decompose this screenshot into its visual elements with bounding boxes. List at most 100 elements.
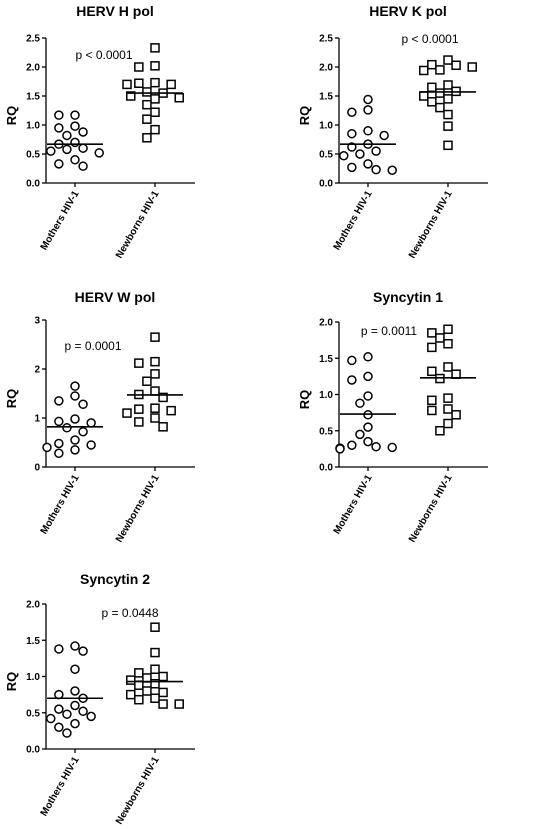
data-point-newborns [150, 369, 160, 379]
data-point-mothers [42, 442, 52, 453]
data-point-newborns [443, 94, 453, 104]
y-tick-label: 2.0 [319, 318, 333, 329]
data-point-mothers [54, 110, 64, 120]
data-point-mothers [70, 686, 80, 696]
category-label: Newborns HIV-1 [114, 755, 162, 827]
data-point-newborns [150, 356, 160, 367]
y-tick-label: 2.5 [319, 34, 333, 45]
chart-panel-4: Syncytin 1 RQ 0.0 0.5 1.0 1.5 2.0 Mothers HIV-1… [297, 289, 488, 544]
data-point-mothers [70, 664, 80, 674]
y-tick-label: 0.5 [319, 426, 333, 437]
data-point-mothers [70, 414, 80, 424]
data-point-mothers [70, 137, 80, 148]
data-point-newborns [427, 97, 437, 107]
data-point-newborns [142, 686, 152, 696]
data-point-mothers [54, 689, 64, 700]
chart-title: Syncytin 1 [373, 289, 443, 305]
y-tick-label: 2.0 [26, 600, 40, 611]
y-tick-label: 1.5 [319, 354, 333, 365]
data-point-newborns [443, 140, 453, 151]
data-point-newborns [435, 65, 445, 75]
data-point-mothers [54, 159, 64, 169]
data-point-newborns [443, 80, 453, 90]
data-point-mothers [355, 398, 365, 408]
data-point-mothers [371, 164, 381, 175]
data-point-mothers [78, 127, 88, 137]
data-point-newborns [427, 59, 437, 70]
data-point-newborns [142, 114, 152, 124]
data-point-mothers [54, 123, 64, 133]
category-label: Mothers HIV-1 [39, 755, 82, 819]
y-tick-label: 2 [34, 365, 40, 376]
data-point-newborns [134, 78, 144, 88]
data-point-newborns [158, 392, 168, 403]
data-point-mothers [78, 706, 88, 717]
data-point-newborns [158, 699, 168, 709]
data-point-mothers [94, 148, 104, 158]
category-label: Newborns HIV-1 [407, 473, 455, 545]
data-point-mothers [387, 442, 397, 453]
data-point-newborns [150, 664, 160, 674]
data-point-newborns [435, 426, 445, 436]
data-point-mothers [347, 107, 357, 117]
data-point-mothers [62, 130, 72, 141]
y-tick-label: 1.0 [26, 672, 40, 683]
p-value-annotation: p < 0.0001 [75, 48, 132, 62]
data-point-mothers [62, 728, 72, 738]
category-label: Newborns HIV-1 [114, 189, 162, 261]
chart-title: HERV H pol [76, 3, 154, 19]
data-point-newborns [443, 404, 453, 414]
data-point-newborns [134, 668, 144, 678]
data-point-mothers [86, 711, 96, 722]
data-point-newborns [134, 404, 144, 414]
data-point-newborns [150, 332, 160, 342]
data-point-newborns [166, 405, 176, 416]
data-point-mothers [54, 448, 64, 459]
data-point-newborns [134, 417, 144, 427]
p-value-annotation: p = 0.0448 [101, 606, 158, 620]
y-tick-label: 1.0 [319, 390, 333, 401]
y-tick-label: 1 [34, 414, 40, 425]
category-label: Mothers HIV-1 [39, 473, 82, 537]
data-point-mothers [70, 435, 80, 445]
chart-panel-1: HERV H pol RQ 0.0 0.5 1.0 1.5 2.0 2.5 Mothers HI… [4, 3, 195, 260]
p-value-annotation: p = 0.0001 [64, 339, 121, 353]
data-point-mothers [371, 146, 381, 156]
data-point-mothers [335, 444, 345, 454]
data-point-mothers [54, 644, 64, 654]
data-point-mothers [62, 423, 72, 433]
data-point-newborns [443, 339, 453, 349]
data-point-mothers [347, 142, 357, 152]
data-point-mothers [363, 159, 373, 169]
data-point-mothers [363, 105, 373, 115]
y-axis-label: RQ [297, 390, 312, 410]
data-point-newborns [126, 675, 136, 685]
data-point-newborns [451, 410, 461, 420]
data-point-newborns [142, 673, 152, 683]
data-point-mothers [54, 704, 64, 714]
data-point-newborns [142, 133, 152, 143]
data-point-mothers [371, 441, 381, 452]
data-point-mothers [54, 438, 64, 449]
data-point-newborns [443, 109, 453, 120]
data-point-mothers [86, 418, 96, 428]
category-label: Mothers HIV-1 [39, 189, 82, 253]
y-tick-label: 0.5 [26, 150, 40, 161]
y-tick-label: 1.5 [26, 636, 40, 647]
data-point-mothers [363, 436, 373, 447]
data-point-mothers [54, 722, 64, 732]
data-point-newborns [150, 679, 160, 689]
chart-title: HERV W pol [75, 289, 156, 305]
data-point-newborns [419, 65, 429, 76]
chart-title: HERV K pol [369, 3, 447, 19]
data-point-mothers [339, 150, 349, 161]
data-point-newborns [150, 693, 160, 703]
data-point-newborns [134, 358, 144, 368]
data-point-newborns [150, 647, 160, 658]
data-point-newborns [150, 77, 160, 88]
data-point-newborns [126, 689, 136, 700]
data-point-newborns [435, 88, 445, 98]
data-point-newborns [150, 94, 160, 104]
data-point-mothers [70, 700, 80, 711]
data-point-newborns [467, 62, 477, 72]
